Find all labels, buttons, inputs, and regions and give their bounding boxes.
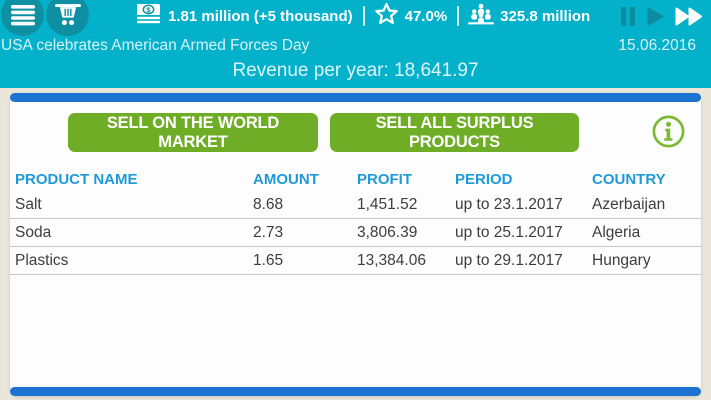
table-row: Soda 2.73 3,806.39 up to 25.1.2017 Algeria [10,219,701,247]
table-cell: 1,451.52 [357,195,418,213]
news-row: USA celebrates American Armed Forces Day… [0,37,711,55]
svg-text:$: $ [146,5,151,14]
table-cell: 3,806.39 [357,223,418,241]
table-row: Salt 8.68 1,451.52 up to 23.1.2017 Azerbaija… [10,191,701,219]
column-header: PROFIT [357,170,412,188]
rating-star-icon [373,1,400,31]
table-cell: Plastics [15,251,69,269]
table-cell: 8.68 [253,195,284,213]
column-header: PERIOD [455,170,513,188]
info-button[interactable] [651,114,686,149]
top-bar: $ 1.81 million (+5 thousand) 47.0% [0,0,711,88]
market-panel: SELL ON THE WORLD MARKET SELL ALL SURPLU… [10,93,701,396]
table-cell: up to 23.1.2017 [455,195,563,213]
table-cell: Salt [15,195,42,213]
column-header: COUNTRY [592,170,666,188]
table-row: Plastics 1.65 13,384.06 up to 29.1.2017 Hung… [10,247,701,275]
table-cell: up to 25.1.2017 [455,223,563,241]
status-row: $ 1.81 million (+5 thousand) 47.0% [136,0,590,32]
pause-icon [620,7,636,29]
menu-button[interactable] [1,0,44,36]
table-cell: Hungary [592,251,651,269]
cart-icon [54,0,81,32]
sell-all-surplus-button[interactable]: SELL ALL SURPLUS PRODUCTS [330,113,579,152]
table-cell: 1.65 [253,251,284,269]
panel-bottom-bar [10,387,701,396]
revenue-per-year: Revenue per year: 18,641.97 [232,60,479,81]
rating-value: 47.0% [404,7,448,25]
column-header: AMOUNT [253,170,319,188]
sell-world-market-button[interactable]: SELL ON THE WORLD MARKET [68,113,318,152]
fast-forward-button[interactable] [675,7,703,29]
table-cell: up to 29.1.2017 [455,251,563,269]
game-date: 15.06.2016 [618,37,696,54]
table-cell: Algeria [592,223,641,241]
play-button[interactable] [647,7,664,29]
column-header: PRODUCT NAME [15,170,138,188]
offers-table: PRODUCT NAME AMOUNT PROFIT PERIOD COUNTR… [10,167,701,275]
divider [457,6,460,26]
play-icon [647,7,664,29]
info-icon [651,115,686,152]
table-cell: 2.73 [253,223,284,241]
population-icon [467,2,495,30]
time-controls [620,7,703,29]
table-header: PRODUCT NAME AMOUNT PROFIT PERIOD COUNTR… [10,167,701,191]
money-value: 1.81 million (+5 thousand) [168,7,353,25]
hamburger-icon [10,0,36,31]
population-value: 325.8 million [500,7,591,25]
shop-button[interactable] [46,0,89,36]
news-text: USA celebrates American Armed Forces Day [1,37,310,54]
money-icon: $ [136,3,163,29]
panel-top-bar [10,93,701,102]
table-cell: 13,384.06 [357,251,426,269]
table-cell: Azerbaijan [592,195,666,213]
fast-forward-icon [675,7,703,29]
table-cell: Soda [15,223,52,241]
divider [362,6,365,26]
table-body: Salt 8.68 1,451.52 up to 23.1.2017 Azerbaija… [10,191,701,275]
pause-button[interactable] [620,7,636,29]
